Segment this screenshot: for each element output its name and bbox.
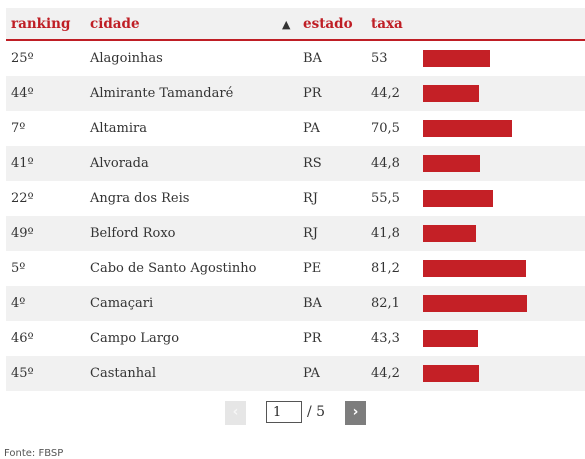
source-note: Fonte: FBSP (4, 448, 64, 459)
ranking-cell: 25º (11, 51, 34, 66)
rate-cell: 82,1 (371, 296, 400, 311)
rate-bar (423, 120, 512, 137)
city-cell: Camaçari (90, 296, 154, 311)
table-row: 25º Alagoinhas BA 53 (6, 41, 585, 76)
city-cell: Altamira (90, 121, 147, 136)
rate-cell: 44,8 (371, 156, 400, 171)
rate-cell: 81,2 (371, 261, 400, 276)
table-row: 49º Belford Roxo RJ 41,8 (6, 216, 585, 251)
rate-bar (423, 225, 476, 242)
state-cell: PA (303, 366, 320, 381)
rate-bar (423, 50, 490, 67)
state-cell: PR (303, 331, 322, 346)
rate-cell: 44,2 (371, 366, 400, 381)
ranking-cell: 49º (11, 226, 34, 241)
state-cell: PR (303, 86, 322, 101)
rate-cell: 53 (371, 51, 388, 66)
rate-cell: 44,2 (371, 86, 400, 101)
city-cell: Cabo de Santo Agostinho (90, 261, 257, 276)
table-row: 7º Altamira PA 70,5 (6, 111, 585, 146)
column-header-taxa[interactable]: taxa (371, 16, 403, 32)
table-row: 41º Alvorada RS 44,8 (6, 146, 585, 181)
city-cell: Belford Roxo (90, 226, 176, 241)
table-row: 5º Cabo de Santo Agostinho PE 81,2 (6, 251, 585, 286)
rate-cell: 43,3 (371, 331, 400, 346)
table-row: 4º Camaçari BA 82,1 (6, 286, 585, 321)
page-number-input[interactable]: 1 (266, 401, 302, 423)
city-cell: Castanhal (90, 366, 156, 381)
rate-cell: 70,5 (371, 121, 400, 136)
rate-bar (423, 190, 493, 207)
ranking-cell: 7º (11, 121, 26, 136)
rate-bar (423, 155, 480, 172)
city-cell: Campo Largo (90, 331, 180, 346)
column-header-ranking[interactable]: ranking (11, 16, 71, 32)
ranking-cell: 44º (11, 86, 34, 101)
sort-ascending-icon[interactable]: ▲ (282, 18, 291, 31)
table-row: 45º Castanhal PA 44,2 (6, 356, 585, 391)
state-cell: RJ (303, 191, 318, 206)
next-page-button[interactable]: › (345, 401, 366, 425)
table-row: 22º Angra dos Reis RJ 55,5 (6, 181, 585, 216)
ranking-cell: 22º (11, 191, 34, 206)
column-header-cidade[interactable]: cidade (90, 16, 140, 32)
ranking-cell: 41º (11, 156, 34, 171)
state-cell: BA (303, 51, 322, 66)
rate-cell: 41,8 (371, 226, 400, 241)
state-cell: PA (303, 121, 320, 136)
city-cell: Alagoinhas (90, 51, 163, 66)
table-row: 46º Campo Largo PR 43,3 (6, 321, 585, 356)
state-cell: BA (303, 296, 322, 311)
state-cell: RJ (303, 226, 318, 241)
pagination: ‹ 1 / 5 › (0, 401, 585, 425)
rate-bar (423, 365, 479, 382)
city-cell: Alvorada (90, 156, 149, 171)
rate-bar (423, 330, 478, 347)
table-body: 25º Alagoinhas BA 53 44º Almirante Tamandaré P… (6, 41, 585, 391)
city-cell: Almirante Tamandaré (90, 86, 234, 101)
ranking-cell: 5º (11, 261, 26, 276)
rate-cell: 55,5 (371, 191, 400, 206)
page-total: / 5 (307, 404, 326, 420)
state-cell: RS (303, 156, 322, 171)
rate-bar (423, 85, 479, 102)
table-row: 44º Almirante Tamandaré PR 44,2 (6, 76, 585, 111)
state-cell: PE (303, 261, 322, 276)
ranking-cell: 4º (11, 296, 26, 311)
previous-page-button[interactable]: ‹ (225, 401, 246, 425)
rate-bar (423, 260, 526, 277)
column-header-estado[interactable]: estado (303, 16, 353, 32)
city-cell: Angra dos Reis (90, 191, 190, 206)
rate-bar (423, 295, 527, 312)
ranking-cell: 45º (11, 366, 34, 381)
ranking-table: ranking cidade ▲ estado taxa 25º Alagoinh… (6, 8, 585, 391)
ranking-cell: 46º (11, 331, 34, 346)
table-header: ranking cidade ▲ estado taxa (6, 8, 585, 41)
